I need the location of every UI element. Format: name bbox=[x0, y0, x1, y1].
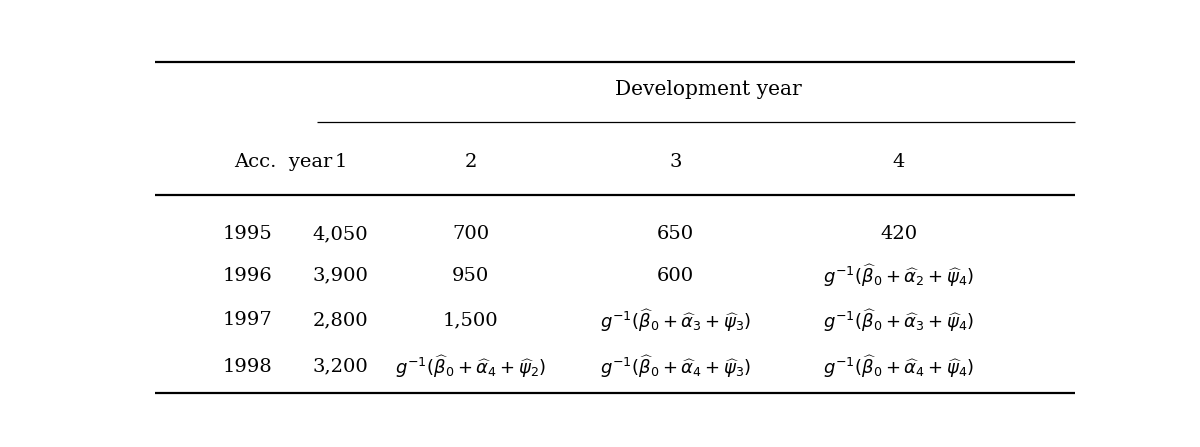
Text: 2: 2 bbox=[464, 153, 478, 171]
Text: $g^{-1}(\widehat{\beta}_0 + \widehat{\alpha}_4 + \widehat{\psi}_4)$: $g^{-1}(\widehat{\beta}_0 + \widehat{\al… bbox=[823, 354, 974, 380]
Text: 1998: 1998 bbox=[223, 358, 272, 376]
Text: 700: 700 bbox=[452, 225, 490, 243]
Text: 1996: 1996 bbox=[223, 267, 272, 285]
Text: 950: 950 bbox=[452, 267, 490, 285]
Text: 3,900: 3,900 bbox=[313, 267, 368, 285]
Text: 3,200: 3,200 bbox=[313, 358, 368, 376]
Text: 1995: 1995 bbox=[223, 225, 272, 243]
Text: $g^{-1}(\widehat{\beta}_0 + \widehat{\alpha}_4 + \widehat{\psi}_2)$: $g^{-1}(\widehat{\beta}_0 + \widehat{\al… bbox=[395, 354, 546, 380]
Text: 600: 600 bbox=[656, 267, 694, 285]
Text: 1997: 1997 bbox=[223, 312, 272, 329]
Text: 2,800: 2,800 bbox=[313, 312, 368, 329]
Text: $g^{-1}(\widehat{\beta}_0 + \widehat{\alpha}_4 + \widehat{\psi}_3)$: $g^{-1}(\widehat{\beta}_0 + \widehat{\al… bbox=[600, 354, 751, 380]
Text: $g^{-1}(\widehat{\beta}_0 + \widehat{\alpha}_3 + \widehat{\psi}_3)$: $g^{-1}(\widehat{\beta}_0 + \widehat{\al… bbox=[600, 307, 751, 334]
Text: 4: 4 bbox=[893, 153, 905, 171]
Text: 1: 1 bbox=[335, 153, 347, 171]
Text: Acc.  year: Acc. year bbox=[234, 153, 332, 171]
Text: 1,500: 1,500 bbox=[443, 312, 499, 329]
Text: Development year: Development year bbox=[614, 80, 802, 99]
Text: $g^{-1}(\widehat{\beta}_0 + \widehat{\alpha}_2 + \widehat{\psi}_4)$: $g^{-1}(\widehat{\beta}_0 + \widehat{\al… bbox=[823, 262, 974, 289]
Text: 4,050: 4,050 bbox=[313, 225, 368, 243]
Text: $g^{-1}(\widehat{\beta}_0 + \widehat{\alpha}_3 + \widehat{\psi}_4)$: $g^{-1}(\widehat{\beta}_0 + \widehat{\al… bbox=[823, 307, 974, 334]
Text: 420: 420 bbox=[880, 225, 917, 243]
Text: 3: 3 bbox=[670, 153, 682, 171]
Text: 650: 650 bbox=[656, 225, 694, 243]
